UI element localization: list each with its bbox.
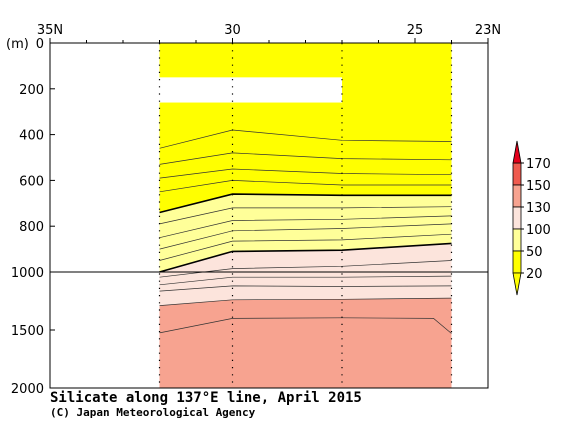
y-tick-label: 200 <box>19 83 44 98</box>
contour-40 <box>159 168 452 179</box>
y-tick-label: 2000 <box>11 382 44 397</box>
y-tick-label: 0 <box>36 37 44 52</box>
legend-arrow-bottom <box>512 272 522 296</box>
chart-title: Silicate along 137°E line, April 2015 <box>50 390 362 406</box>
legend-band <box>512 250 522 274</box>
y-tick-label: 1000 <box>11 266 44 281</box>
contour-45 <box>159 180 452 193</box>
contour-lines <box>159 129 452 334</box>
legend-band <box>512 184 522 208</box>
data-gap <box>159 77 342 103</box>
legend-label: 170 <box>526 157 551 172</box>
legend-band <box>512 162 522 186</box>
legend-label: 100 <box>526 223 551 238</box>
contour-20 <box>159 129 452 149</box>
copyright-credit: (C) Japan Meteorological Agency <box>50 406 256 419</box>
x-tick-label: 35N <box>37 23 63 38</box>
fill-band-20-50 <box>159 43 452 213</box>
legend-band <box>512 228 522 252</box>
y-tick-label: 1500 <box>11 324 44 339</box>
legend-label: 50 <box>526 245 543 260</box>
concentration-fills <box>159 43 452 388</box>
contour-100 <box>159 242 452 273</box>
fill-band-130-150 <box>159 298 452 388</box>
legend-label: 130 <box>526 201 551 216</box>
fill-band-100-130 <box>159 243 452 306</box>
contour-110 <box>159 260 452 278</box>
contour-70 <box>159 223 452 250</box>
x-tick-label: 23N <box>475 23 501 38</box>
contour-130 <box>159 297 452 306</box>
color-legend: 170 150 130 100 50 20 <box>512 140 551 296</box>
tick-labels: 35N 30 25 23N 0 200 400 600 800 1000 1500 2000 (m) <box>6 23 501 397</box>
legend-label: 150 <box>526 179 551 194</box>
legend-label: 20 <box>526 267 543 282</box>
y-tick-label: 800 <box>19 220 44 235</box>
contour-60 <box>159 206 452 225</box>
contour-65 <box>159 215 452 239</box>
y-tick-label: 600 <box>19 174 44 189</box>
contour-50 <box>159 193 452 214</box>
contour-80 <box>159 233 452 261</box>
y-unit-label: (m) <box>6 37 29 52</box>
contour-30 <box>159 152 452 165</box>
contour-125 <box>159 285 452 292</box>
x-tick-label: 30 <box>224 23 241 38</box>
legend-band <box>512 206 522 230</box>
contour-120 <box>159 275 452 286</box>
x-tick-label: 25 <box>407 23 424 38</box>
fill-band-50-100 <box>159 194 452 272</box>
y-tick-label: 400 <box>19 129 44 144</box>
legend-arrow-top <box>512 140 522 164</box>
